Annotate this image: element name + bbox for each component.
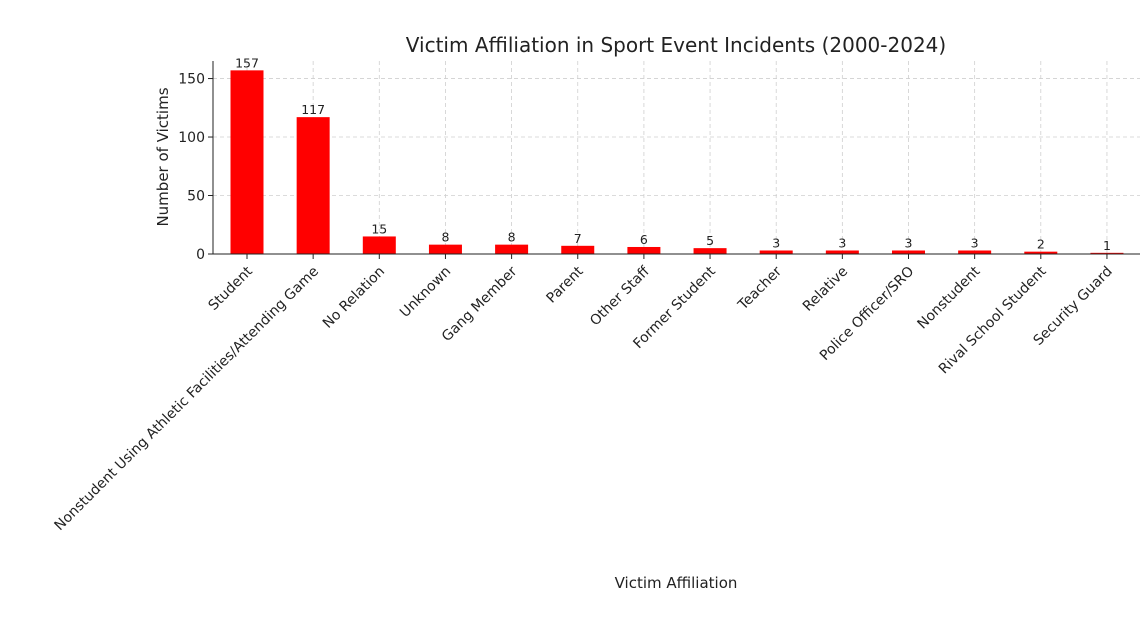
x-tick-label: Parent: [544, 263, 587, 306]
bar: [759, 250, 793, 254]
bar-value-label: 8: [441, 230, 449, 245]
x-tick-label: Other Staff: [587, 263, 653, 329]
bar-value-label: 6: [640, 232, 648, 247]
y-tick-label: 0: [196, 247, 205, 263]
x-tick-label: Nonstudent: [915, 263, 984, 332]
bar: [296, 117, 330, 255]
bar-value-label: 3: [838, 235, 846, 250]
bar-value-label: 1: [1103, 238, 1111, 253]
grid-lines: [213, 61, 1140, 255]
bar: [362, 236, 396, 254]
bar-value-label: 15: [371, 221, 387, 236]
bar: [428, 244, 462, 254]
bar: [1090, 252, 1124, 254]
x-axis-title: Victim Affiliation: [615, 574, 738, 592]
axes: [212, 61, 1140, 255]
chart-title: Victim Affiliation in Sport Event Incide…: [406, 33, 946, 57]
bar: [1024, 251, 1058, 254]
x-tick-label: Teacher: [735, 263, 786, 314]
bar-value-label: 117: [301, 102, 325, 117]
y-axis-ticks: 0 50 100 150: [178, 72, 213, 263]
bar: [825, 250, 859, 254]
bar: [230, 70, 264, 254]
y-tick-label: 150: [178, 72, 205, 88]
x-tick-label: Student: [206, 263, 257, 314]
bar-value-label: 8: [508, 230, 516, 245]
bar-value-label: 3: [971, 235, 979, 250]
bar: [627, 246, 661, 254]
bar-value-label: 3: [905, 235, 913, 250]
bar-value-labels: 157 117 15 8 8 7 6 5 3 3 3 3 2 1: [235, 55, 1111, 252]
x-tick-label: No Relation: [320, 264, 388, 332]
x-tick-label: Relative: [800, 264, 851, 315]
bar-value-label: 5: [706, 233, 714, 248]
x-tick-label: Rival School Student: [936, 263, 1050, 377]
bar-value-label: 3: [772, 235, 780, 250]
bar-value-label: 7: [574, 231, 582, 246]
bar-value-label: 2: [1037, 237, 1045, 252]
bar: [958, 250, 992, 254]
x-tick-label: Nonstudent Using Athletic Facilities/Att…: [52, 264, 322, 534]
bar: [495, 244, 529, 254]
y-tick-label: 100: [178, 130, 205, 146]
bar-value-label: 157: [235, 55, 259, 70]
bar: [892, 250, 925, 254]
bar: [561, 245, 595, 254]
y-axis-title: Number of Victims: [154, 87, 172, 226]
bars: [230, 70, 1124, 255]
bar: [693, 248, 727, 254]
x-tick-label: Unknown: [397, 264, 454, 321]
y-tick-label: 50: [187, 189, 205, 205]
